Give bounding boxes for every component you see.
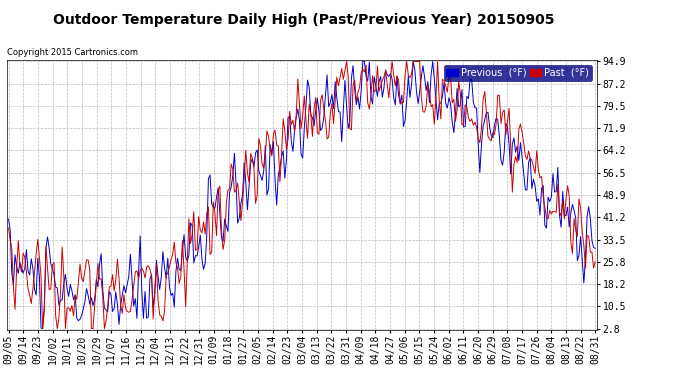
Legend: Previous  (°F), Past  (°F): Previous (°F), Past (°F) bbox=[444, 65, 592, 81]
Text: Copyright 2015 Cartronics.com: Copyright 2015 Cartronics.com bbox=[7, 48, 138, 57]
Text: Outdoor Temperature Daily High (Past/Previous Year) 20150905: Outdoor Temperature Daily High (Past/Pre… bbox=[53, 13, 554, 27]
